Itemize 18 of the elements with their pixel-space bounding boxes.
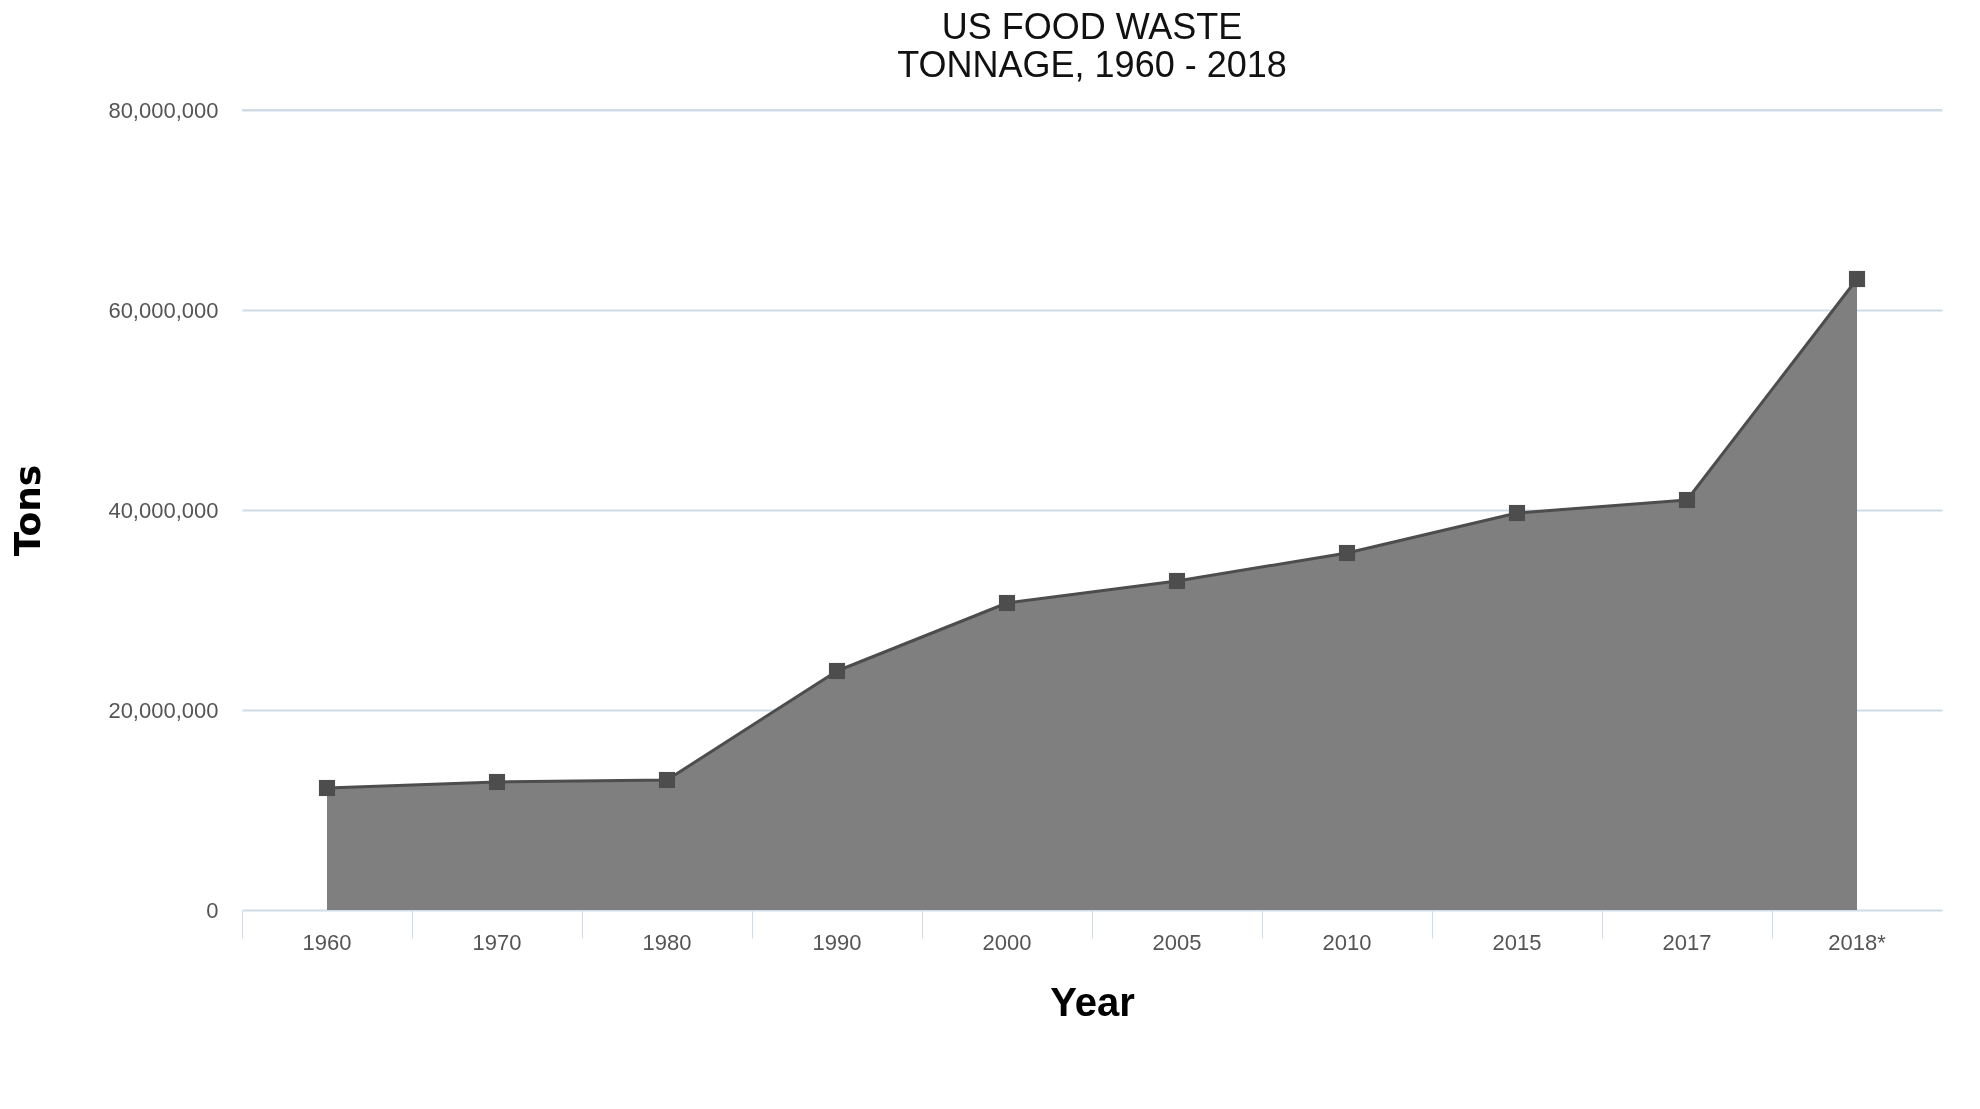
y-axis-title: Tons: [7, 464, 49, 557]
y-tick-label: 80,000,000: [108, 97, 219, 123]
y-tick-label: 20,000,000: [108, 697, 219, 723]
x-tick-label: 2000: [982, 929, 1032, 955]
x-tick-label: 2010: [1322, 929, 1372, 955]
x-tick-label: 1980: [642, 929, 692, 955]
y-tick-label: 40,000,000: [108, 497, 219, 523]
x-tick-label: 2015: [1492, 929, 1542, 955]
x-tick-label: 1970: [472, 929, 522, 955]
y-tick-label: 60,000,000: [108, 297, 219, 323]
x-tick-label: 2005: [1152, 929, 1202, 955]
x-tick-label: 2017: [1662, 929, 1712, 955]
chart-title: US FOOD WASTE TONNAGE, 1960 - 2018: [897, 6, 1287, 85]
x-tick-label: 2018*: [1828, 929, 1887, 955]
x-axis-title: Year: [1050, 979, 1135, 1024]
y-tick-label: 0: [206, 897, 219, 923]
x-tick-label: 1960: [302, 929, 352, 955]
x-tick-label: 1990: [812, 929, 862, 955]
